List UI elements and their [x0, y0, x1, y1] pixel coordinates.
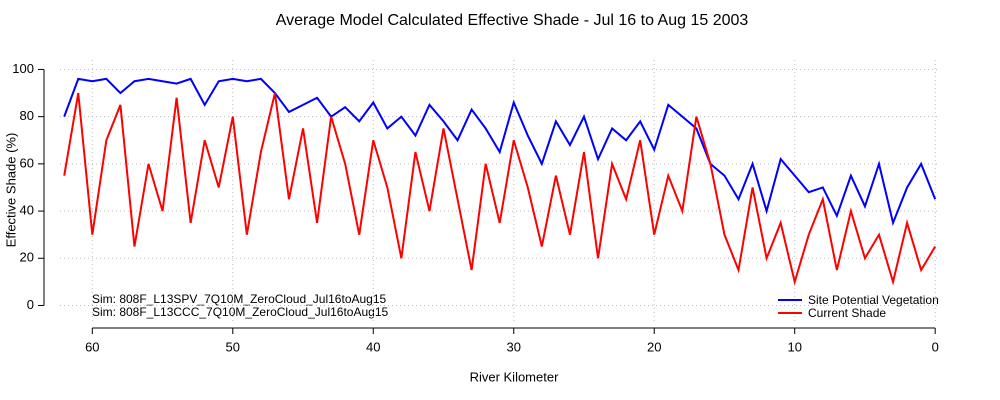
x-axis-label: River Kilometer: [470, 369, 560, 384]
y-tick-label: 0: [27, 297, 34, 312]
x-tick-label: 50: [226, 339, 240, 354]
y-axis-label: Effective Shade (%): [3, 133, 18, 248]
x-tick-label: 10: [787, 339, 801, 354]
y-tick-label: 100: [12, 61, 34, 76]
legend: Site Potential Vegetation Current Shade: [778, 293, 939, 320]
annotation: Sim: 808F_L13SPV_7Q10M_ZeroCloud_Jul16to…: [92, 292, 387, 306]
x-tick-label: 20: [647, 339, 661, 354]
y-tick-label: 40: [20, 203, 34, 218]
x-tick-label: 40: [366, 339, 380, 354]
chart-title: Average Model Calculated Effective Shade…: [276, 12, 749, 29]
legend-label: Current Shade: [808, 306, 886, 320]
data-line: [63, 92, 937, 286]
x-tick-label: 60: [85, 339, 99, 354]
legend-label: Site Potential Vegetation: [808, 293, 939, 307]
y-tick-label: 80: [20, 108, 34, 123]
y-tick-label: 60: [20, 155, 34, 170]
data-line: [63, 77, 937, 227]
x-tick-label: 0: [932, 339, 939, 354]
y-tick-label: 20: [20, 250, 34, 265]
x-tick-label: 30: [507, 339, 521, 354]
annotation: Sim: 808F_L13CCC_7Q10M_ZeroCloud_Jul16to…: [92, 305, 389, 319]
